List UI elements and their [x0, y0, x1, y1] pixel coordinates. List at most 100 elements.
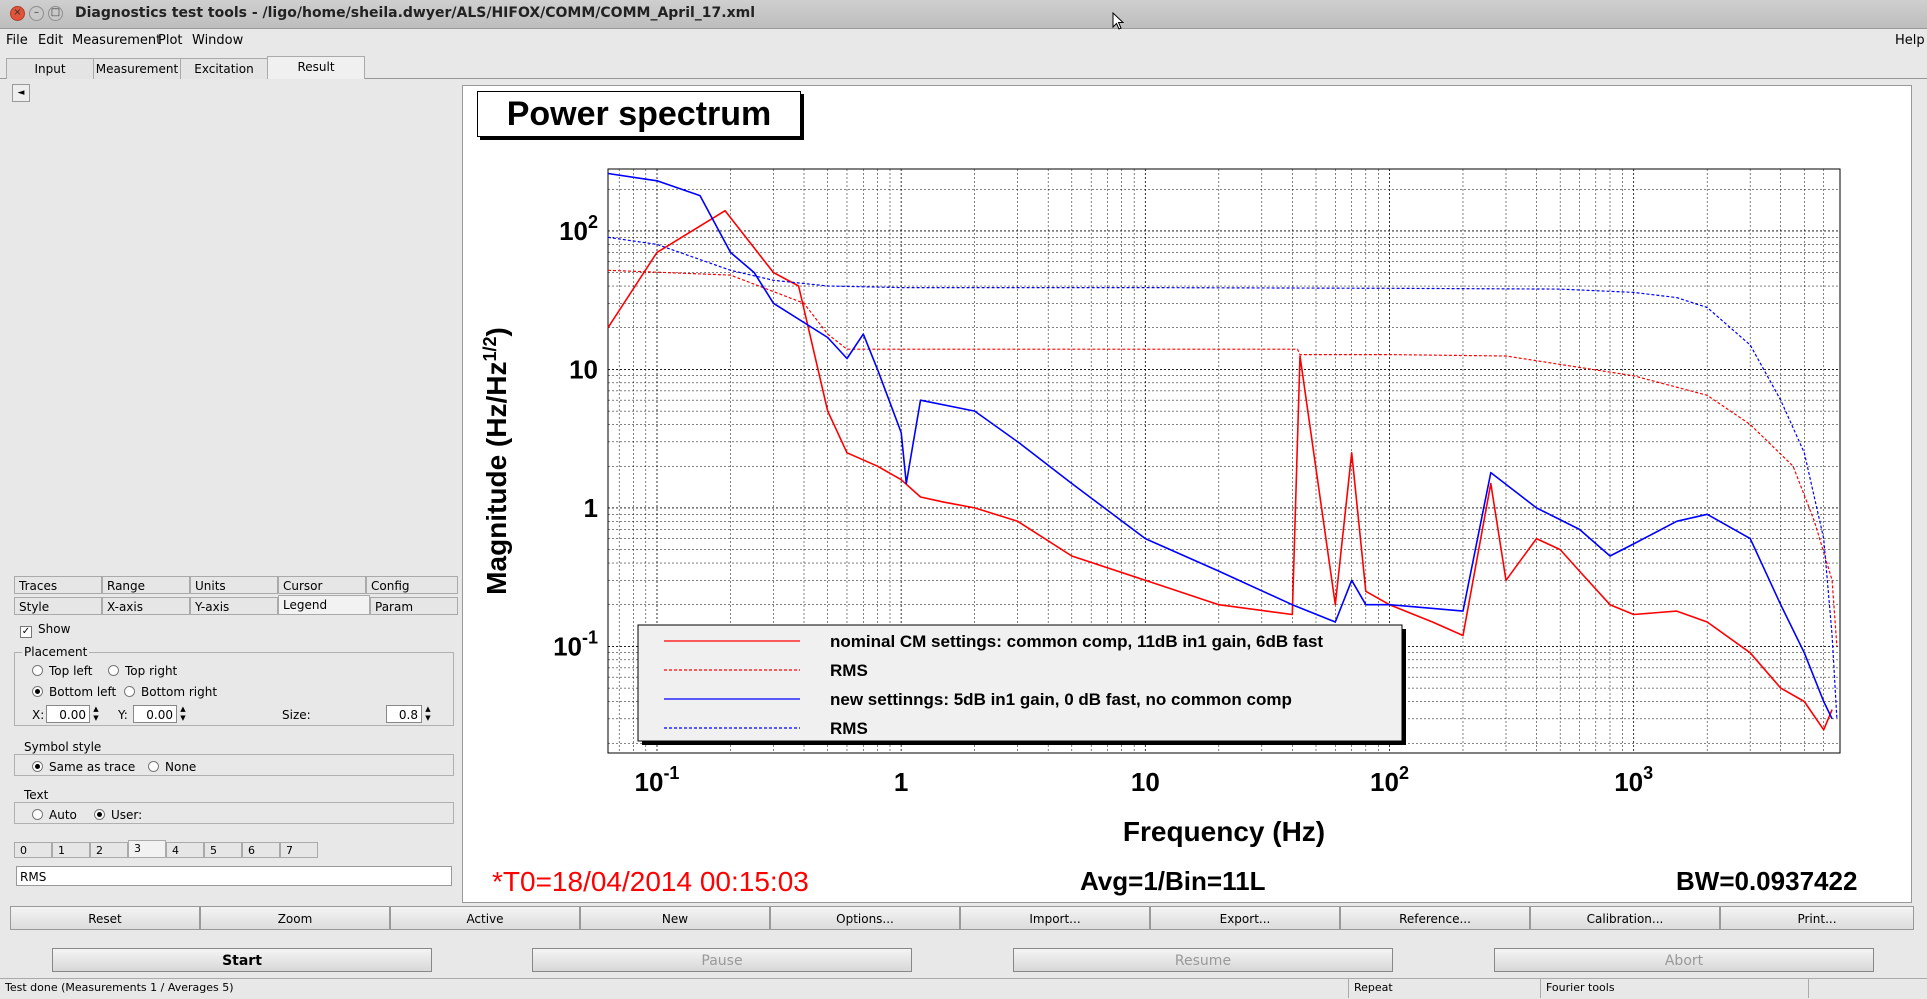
radio-text-user[interactable]: User:: [94, 808, 142, 822]
trace-tab-2[interactable]: 2: [90, 842, 128, 858]
tab-measurement[interactable]: Measurement: [93, 58, 181, 79]
y-tick-label: 102: [559, 212, 598, 246]
chart-legend: nominal CM settings: common comp, 11dB i…: [637, 624, 1406, 745]
tab-input[interactable]: Input: [6, 58, 94, 79]
y-axis-label: Magnitude (Hz/Hz1/2): [480, 327, 512, 595]
tab-param[interactable]: Param: [370, 597, 458, 615]
x-tick-label: 10: [1131, 767, 1160, 797]
trace-tab-7[interactable]: 7: [280, 842, 318, 858]
tab-legend[interactable]: Legend: [278, 595, 370, 615]
zoom-button[interactable]: Zoom: [200, 906, 390, 930]
x-tick-label: 1: [894, 767, 908, 797]
tab-excitation[interactable]: Excitation: [180, 58, 268, 79]
radio-symbol-none-label: None: [165, 760, 197, 774]
tab-result[interactable]: Result: [267, 56, 365, 79]
trace-tab-5[interactable]: 5: [204, 842, 242, 858]
plot-pane[interactable]: [462, 85, 1912, 903]
menu-bar: File Edit Measurement Plot Window Help: [0, 30, 1927, 52]
radio-symbol-none[interactable]: None: [148, 760, 196, 774]
tab-config[interactable]: Config: [366, 576, 458, 594]
radio-top-right-label: Top right: [125, 664, 178, 678]
spin-down-icon: ▼: [180, 714, 186, 722]
series-line-1: [607, 269, 1838, 647]
legend-text-input[interactable]: RMS: [16, 866, 452, 886]
radio-bottom-right[interactable]: Bottom right: [124, 685, 217, 699]
symbol-style-group: [14, 754, 454, 776]
radio-top-left[interactable]: Top left: [32, 664, 93, 678]
x-axis-label: Frequency (Hz): [1123, 816, 1325, 847]
y-offset-spinner[interactable]: ▲ ▼: [177, 705, 189, 723]
menu-file[interactable]: File: [6, 33, 28, 48]
close-window-button[interactable]: ×: [10, 6, 25, 21]
radio-off-icon: [32, 809, 43, 820]
trace-tab-1[interactable]: 1: [52, 842, 90, 858]
start-button[interactable]: Start: [52, 948, 432, 972]
reference-button[interactable]: Reference...: [1340, 906, 1530, 930]
status-fourier: Fourier tools: [1546, 981, 1615, 994]
trace-tab-3[interactable]: 3: [128, 840, 166, 858]
trace-tab-6[interactable]: 6: [242, 842, 280, 858]
abort-button[interactable]: Abort: [1494, 948, 1874, 972]
x-offset-spinner[interactable]: ▲ ▼: [90, 705, 102, 723]
size-spinner[interactable]: ▲ ▼: [422, 705, 434, 723]
reset-button[interactable]: Reset: [10, 906, 200, 930]
tab-range[interactable]: Range: [102, 576, 190, 594]
show-legend-checkbox[interactable]: ✓ Show: [20, 622, 70, 638]
tab-traces[interactable]: Traces: [14, 576, 102, 594]
x-offset-input[interactable]: 0.00: [46, 705, 90, 723]
menu-edit[interactable]: Edit: [38, 33, 64, 48]
y-offset-label: Y:: [118, 708, 128, 722]
active-button[interactable]: Active: [390, 906, 580, 930]
menu-window[interactable]: Window: [192, 33, 244, 48]
maximize-window-button[interactable]: □: [48, 6, 63, 21]
tab-units[interactable]: Units: [190, 576, 278, 594]
legend-box: [637, 624, 1403, 742]
import-button[interactable]: Import...: [960, 906, 1150, 930]
status-repeat: Repeat: [1354, 981, 1393, 994]
radio-top-right[interactable]: Top right: [108, 664, 177, 678]
tab-style[interactable]: Style: [14, 597, 102, 615]
radio-off-icon: [124, 686, 135, 697]
radio-same-as-trace[interactable]: Same as trace: [32, 760, 135, 774]
menu-measurement[interactable]: Measurement: [72, 33, 162, 48]
legend-entry-2: new settinngs: 5dB in1 gain, 0 dB fast, …: [830, 690, 1292, 709]
calibration-button[interactable]: Calibration...: [1530, 906, 1720, 930]
radio-text-auto[interactable]: Auto: [32, 808, 77, 822]
radio-bottom-left-label: Bottom left: [49, 685, 117, 699]
collapse-panel-button[interactable]: ◄: [12, 84, 30, 102]
radio-top-left-label: Top left: [49, 664, 93, 678]
minimize-icon: –: [34, 7, 39, 18]
tab-cursor[interactable]: Cursor: [278, 576, 366, 594]
trace-tab-0[interactable]: 0: [14, 842, 52, 858]
radio-same-as-trace-label: Same as trace: [49, 760, 136, 774]
spin-down-icon: ▼: [425, 714, 431, 722]
radio-bottom-left[interactable]: Bottom left: [32, 685, 116, 699]
legend-entry-3: RMS: [830, 719, 868, 738]
export-button[interactable]: Export...: [1150, 906, 1340, 930]
tab-y-axis[interactable]: Y-axis: [190, 597, 278, 615]
radio-on-icon: [32, 686, 43, 697]
menu-help[interactable]: Help: [1895, 33, 1925, 48]
trace-tab-4[interactable]: 4: [166, 842, 204, 858]
radio-text-user-label: User:: [111, 808, 143, 822]
left-panel: [4, 82, 462, 904]
new-button[interactable]: New: [580, 906, 770, 930]
pause-button[interactable]: Pause: [532, 948, 912, 972]
tab-x-axis[interactable]: X-axis: [102, 597, 190, 615]
y-offset-input[interactable]: 0.00: [133, 705, 177, 723]
size-input[interactable]: 0.8: [386, 705, 422, 723]
options-button[interactable]: Options...: [770, 906, 960, 930]
plot-frame: [607, 168, 1841, 754]
resume-button[interactable]: Resume: [1013, 948, 1393, 972]
checkbox-checked-icon: ✓: [20, 626, 32, 638]
minimize-window-button[interactable]: –: [29, 6, 44, 21]
print-button[interactable]: Print...: [1720, 906, 1914, 930]
plot-title: Power spectrum: [506, 95, 772, 133]
menu-plot[interactable]: Plot: [158, 33, 183, 48]
y-axis-label-end: ): [481, 327, 512, 336]
spin-up-icon: ▲: [180, 705, 186, 713]
window-title: Diagnostics test tools - /ligo/home/shei…: [75, 5, 756, 21]
y-tick-label: 10: [569, 354, 598, 384]
legend-entry-1: RMS: [830, 661, 868, 680]
